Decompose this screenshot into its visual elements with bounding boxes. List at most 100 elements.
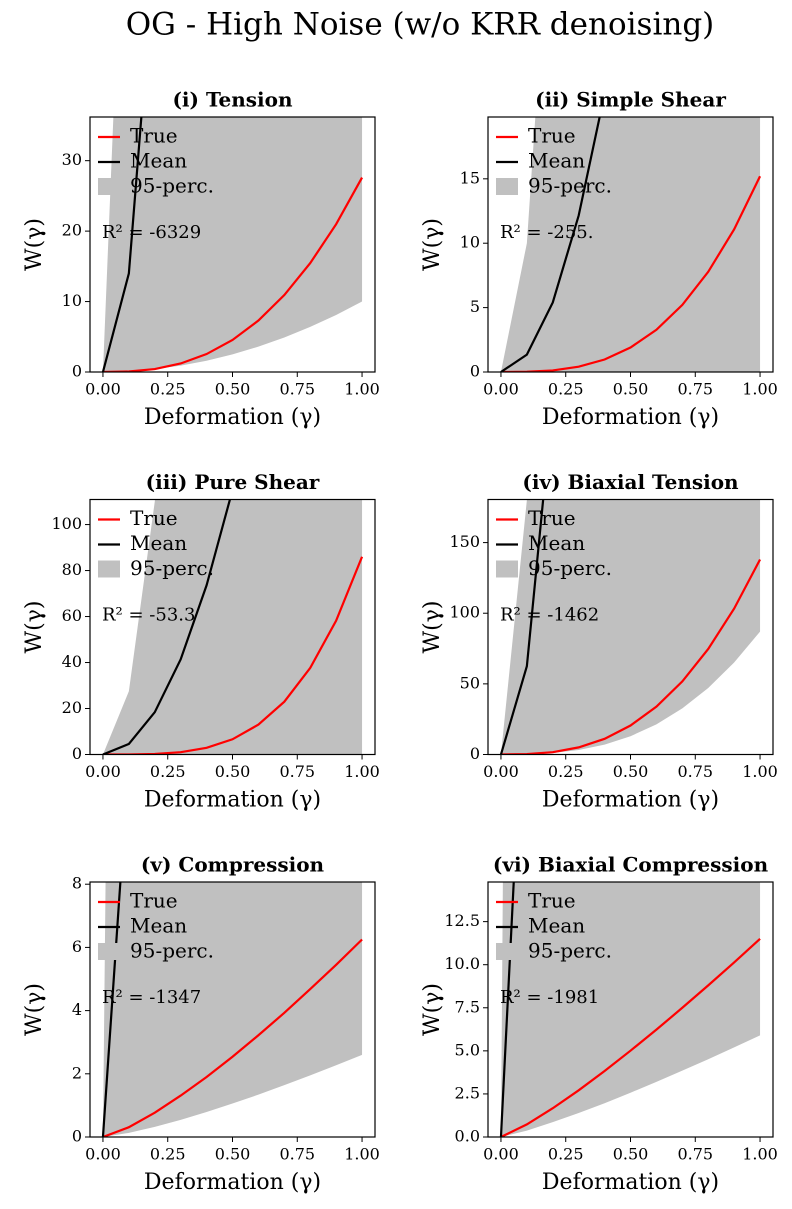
r2-annotation: R² = -53.3: [102, 605, 195, 626]
percentile-band: [500, 882, 761, 1137]
x-axis-label: Deformation (γ): [542, 788, 719, 813]
percentile-band: [102, 882, 363, 1137]
legend-label: 95-perc.: [528, 174, 612, 198]
y-axis-label: W(γ): [22, 601, 47, 654]
series-line: [500, 175, 762, 372]
series-line: [102, 938, 363, 1137]
y-axis-label: W(γ): [420, 218, 445, 271]
legend-label: True: [130, 506, 178, 530]
legend-label: 95-perc.: [130, 939, 214, 963]
y-tick-label: 0: [470, 362, 480, 381]
x-tick-label: 0.00: [483, 762, 519, 781]
y-tick-label: 150: [449, 532, 480, 551]
subplot-title: (v) Compression: [141, 853, 325, 877]
legend-label: True: [130, 889, 178, 913]
legend-swatch: [496, 943, 518, 960]
y-tick-label: 100: [449, 603, 480, 622]
x-tick-label: 0.75: [279, 1145, 315, 1164]
x-axis-label: Deformation (γ): [144, 1170, 321, 1195]
series-line: [500, 559, 762, 755]
plot-area: [101, 117, 364, 372]
x-tick-label: 0.75: [279, 380, 315, 399]
subplot-title: (i) Tension: [172, 88, 293, 112]
x-axis-label: Deformation (γ): [542, 1170, 719, 1195]
y-tick-label: 40: [62, 652, 82, 671]
x-tick-label: 0.50: [613, 380, 649, 399]
legend-label: Mean: [528, 914, 585, 938]
plot-area: [101, 882, 363, 1137]
legend-label: Mean: [130, 149, 187, 173]
y-tick-label: 0.0: [455, 1127, 480, 1146]
y-tick-label: 60: [62, 606, 82, 625]
plot-area: [499, 882, 761, 1137]
legend-swatch: [98, 560, 120, 578]
x-tick-label: 0.00: [85, 1145, 121, 1164]
subplot-title: (vi) Biaxial Compression: [493, 853, 769, 877]
y-tick-label: 10: [460, 233, 480, 252]
legend-label: 95-perc.: [528, 556, 612, 580]
y-tick-label: 80: [62, 560, 82, 579]
x-tick-label: 0.25: [548, 1145, 584, 1164]
plot-area: [500, 117, 762, 372]
y-tick-label: 2: [72, 1063, 82, 1082]
plot-area: [499, 499, 762, 755]
subplot-title: (iii) Pure Shear: [146, 470, 320, 494]
x-tick-label: 1.00: [344, 1145, 380, 1164]
y-tick-label: 8: [72, 874, 82, 893]
legend-swatch: [98, 178, 120, 195]
x-axis-label: Deformation (γ): [144, 788, 321, 813]
x-tick-label: 0.25: [150, 762, 186, 781]
y-tick-label: 4: [72, 1000, 82, 1019]
percentile-band: [500, 499, 761, 755]
y-tick-label: 0: [72, 744, 82, 763]
y-tick-label: 50: [460, 673, 480, 692]
x-tick-label: 0.25: [150, 1145, 186, 1164]
x-tick-label: 0.25: [548, 762, 584, 781]
y-axis-label: W(γ): [420, 601, 445, 654]
legend-swatch: [496, 560, 518, 578]
x-tick-label: 1.00: [742, 1145, 778, 1164]
series-line: [102, 177, 364, 372]
subplot-title: (ii) Simple Shear: [535, 88, 726, 112]
x-tick-label: 0.75: [677, 380, 713, 399]
x-tick-label: 0.50: [215, 380, 251, 399]
y-tick-label: 5: [470, 297, 480, 316]
y-axis-label: W(γ): [420, 983, 445, 1036]
y-tick-label: 20: [62, 698, 82, 717]
x-tick-label: 1.00: [344, 380, 380, 399]
series-line: [102, 499, 232, 755]
series-line: [500, 117, 601, 372]
legend-swatch: [496, 178, 518, 195]
y-tick-label: 12.5: [444, 911, 480, 930]
x-tick-label: 1.00: [344, 762, 380, 781]
x-tick-label: 1.00: [742, 762, 778, 781]
y-tick-label: 0: [72, 1127, 82, 1146]
x-tick-label: 0.50: [613, 762, 649, 781]
legend-swatch: [98, 943, 120, 960]
x-tick-label: 0.50: [215, 762, 251, 781]
r2-annotation: R² = -1347: [102, 987, 201, 1008]
y-axis-label: W(γ): [22, 983, 47, 1036]
y-tick-label: 100: [51, 514, 82, 533]
y-tick-label: 30: [62, 150, 82, 169]
legend-label: Mean: [528, 531, 585, 555]
x-tick-label: 0.00: [85, 762, 121, 781]
y-axis-label: W(γ): [22, 218, 47, 271]
percentile-band: [102, 117, 363, 372]
legend-label: True: [130, 124, 178, 148]
x-tick-label: 0.00: [483, 1145, 519, 1164]
x-tick-label: 1.00: [742, 380, 778, 399]
y-tick-label: 2.5: [455, 1083, 480, 1102]
legend-label: 95-perc.: [130, 556, 214, 580]
legend-label: 95-perc.: [130, 174, 214, 198]
y-tick-label: 20: [62, 221, 82, 240]
legend-label: Mean: [528, 149, 585, 173]
legend-label: True: [528, 889, 576, 913]
x-tick-label: 0.75: [279, 762, 315, 781]
x-axis-label: Deformation (γ): [542, 405, 719, 430]
y-tick-label: 0: [470, 744, 480, 763]
r2-annotation: R² = -255.: [500, 222, 593, 243]
x-tick-label: 0.00: [483, 380, 519, 399]
r2-annotation: R² = -1462: [500, 605, 599, 626]
y-tick-label: 5.0: [455, 1040, 480, 1059]
